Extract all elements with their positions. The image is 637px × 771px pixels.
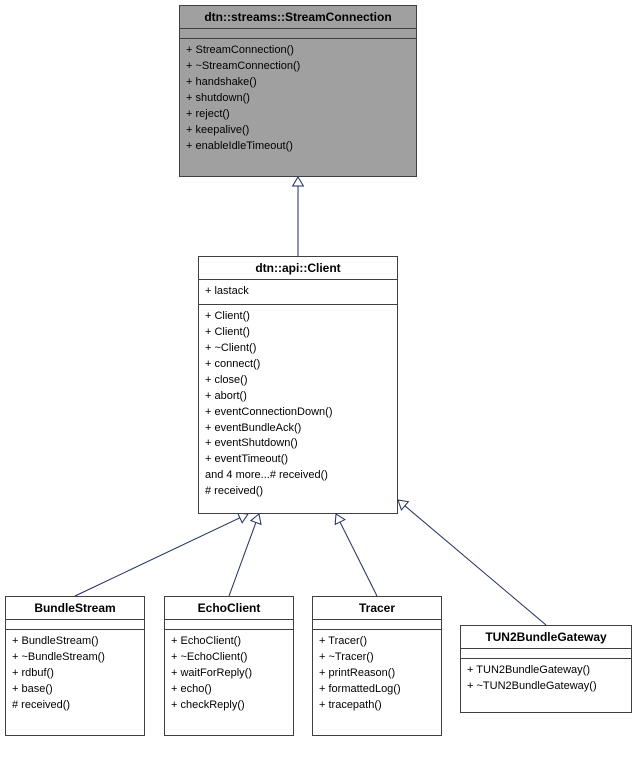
class-tracer[interactable]: Tracer + Tracer()+ ~Tracer()+ printReaso… (312, 596, 442, 736)
member-row: + enableIdleTimeout() (186, 139, 410, 155)
inheritance-edge (340, 522, 377, 596)
member-row: + eventConnectionDown() (205, 405, 391, 421)
member-row: + ~Tracer() (319, 650, 435, 666)
class-bundle-stream[interactable]: BundleStream + BundleStream()+ ~BundleSt… (5, 596, 145, 736)
member-row: + handshake() (186, 75, 410, 91)
class-title: dtn::streams::StreamConnection (180, 6, 416, 29)
class-attrs: + lastack (199, 280, 397, 305)
class-methods: + StreamConnection()+ ~StreamConnection(… (180, 39, 416, 159)
member-row: + echo() (171, 682, 287, 698)
member-row: # received() (12, 698, 138, 714)
class-attrs-empty (165, 620, 293, 630)
member-row: + Client() (205, 325, 391, 341)
member-row: + ~StreamConnection() (186, 59, 410, 75)
member-row: + checkReply() (171, 698, 287, 714)
member-row: + shutdown() (186, 91, 410, 107)
member-row: + formattedLog() (319, 682, 435, 698)
member-row: + eventShutdown() (205, 436, 391, 452)
member-row: # received() (205, 484, 391, 500)
member-row: + waitForReply() (171, 666, 287, 682)
inheritance-arrowhead-icon (398, 500, 408, 510)
member-row: and 4 more...# received() (205, 468, 391, 484)
class-title: dtn::api::Client (199, 257, 397, 280)
member-row: + close() (205, 373, 391, 389)
member-row: + abort() (205, 389, 391, 405)
class-title: TUN2BundleGateway (461, 626, 631, 649)
class-attrs-empty (180, 29, 416, 39)
class-methods: + Client()+ Client()+ ~Client()+ connect… (199, 305, 397, 504)
class-title: BundleStream (6, 597, 144, 620)
member-row: + base() (12, 682, 138, 698)
member-row: + keepalive() (186, 123, 410, 139)
inheritance-arrowhead-icon (293, 177, 304, 186)
member-row: + printReason() (319, 666, 435, 682)
member-row: + reject() (186, 107, 410, 123)
class-methods: + TUN2BundleGateway()+ ~TUN2BundleGatewa… (461, 659, 631, 699)
member-row: + tracepath() (319, 698, 435, 714)
class-tun2bundle-gateway[interactable]: TUN2BundleGateway + TUN2BundleGateway()+… (460, 625, 632, 713)
class-title: EchoClient (165, 597, 293, 620)
class-title: Tracer (313, 597, 441, 620)
class-attrs-empty (313, 620, 441, 630)
class-methods: + BundleStream()+ ~BundleStream()+ rdbuf… (6, 630, 144, 718)
class-echo-client[interactable]: EchoClient + EchoClient()+ ~EchoClient()… (164, 596, 294, 736)
class-attrs-empty (6, 620, 144, 630)
class-attrs-empty (461, 649, 631, 659)
member-row: + ~EchoClient() (171, 650, 287, 666)
inheritance-edge (229, 522, 256, 596)
member-row: + EchoClient() (171, 634, 287, 650)
member-row: + Client() (205, 309, 391, 325)
member-row: + StreamConnection() (186, 43, 410, 59)
class-stream-connection[interactable]: dtn::streams::StreamConnection + StreamC… (179, 5, 417, 177)
class-methods: + Tracer()+ ~Tracer()+ printReason()+ fo… (313, 630, 441, 718)
member-row: + rdbuf() (12, 666, 138, 682)
member-row: + eventBundleAck() (205, 421, 391, 437)
member-row: + ~BundleStream() (12, 650, 138, 666)
member-row: + BundleStream() (12, 634, 138, 650)
inheritance-edge (75, 518, 240, 596)
class-client[interactable]: dtn::api::Client + lastack + Client()+ C… (198, 256, 398, 514)
member-row: + connect() (205, 357, 391, 373)
member-row: + TUN2BundleGateway() (467, 663, 625, 679)
class-methods: + EchoClient()+ ~EchoClient()+ waitForRe… (165, 630, 293, 718)
member-row: + ~Client() (205, 341, 391, 357)
member-row: + eventTimeout() (205, 452, 391, 468)
member-row: + lastack (205, 284, 391, 300)
member-row: + Tracer() (319, 634, 435, 650)
member-row: + ~TUN2BundleGateway() (467, 679, 625, 695)
